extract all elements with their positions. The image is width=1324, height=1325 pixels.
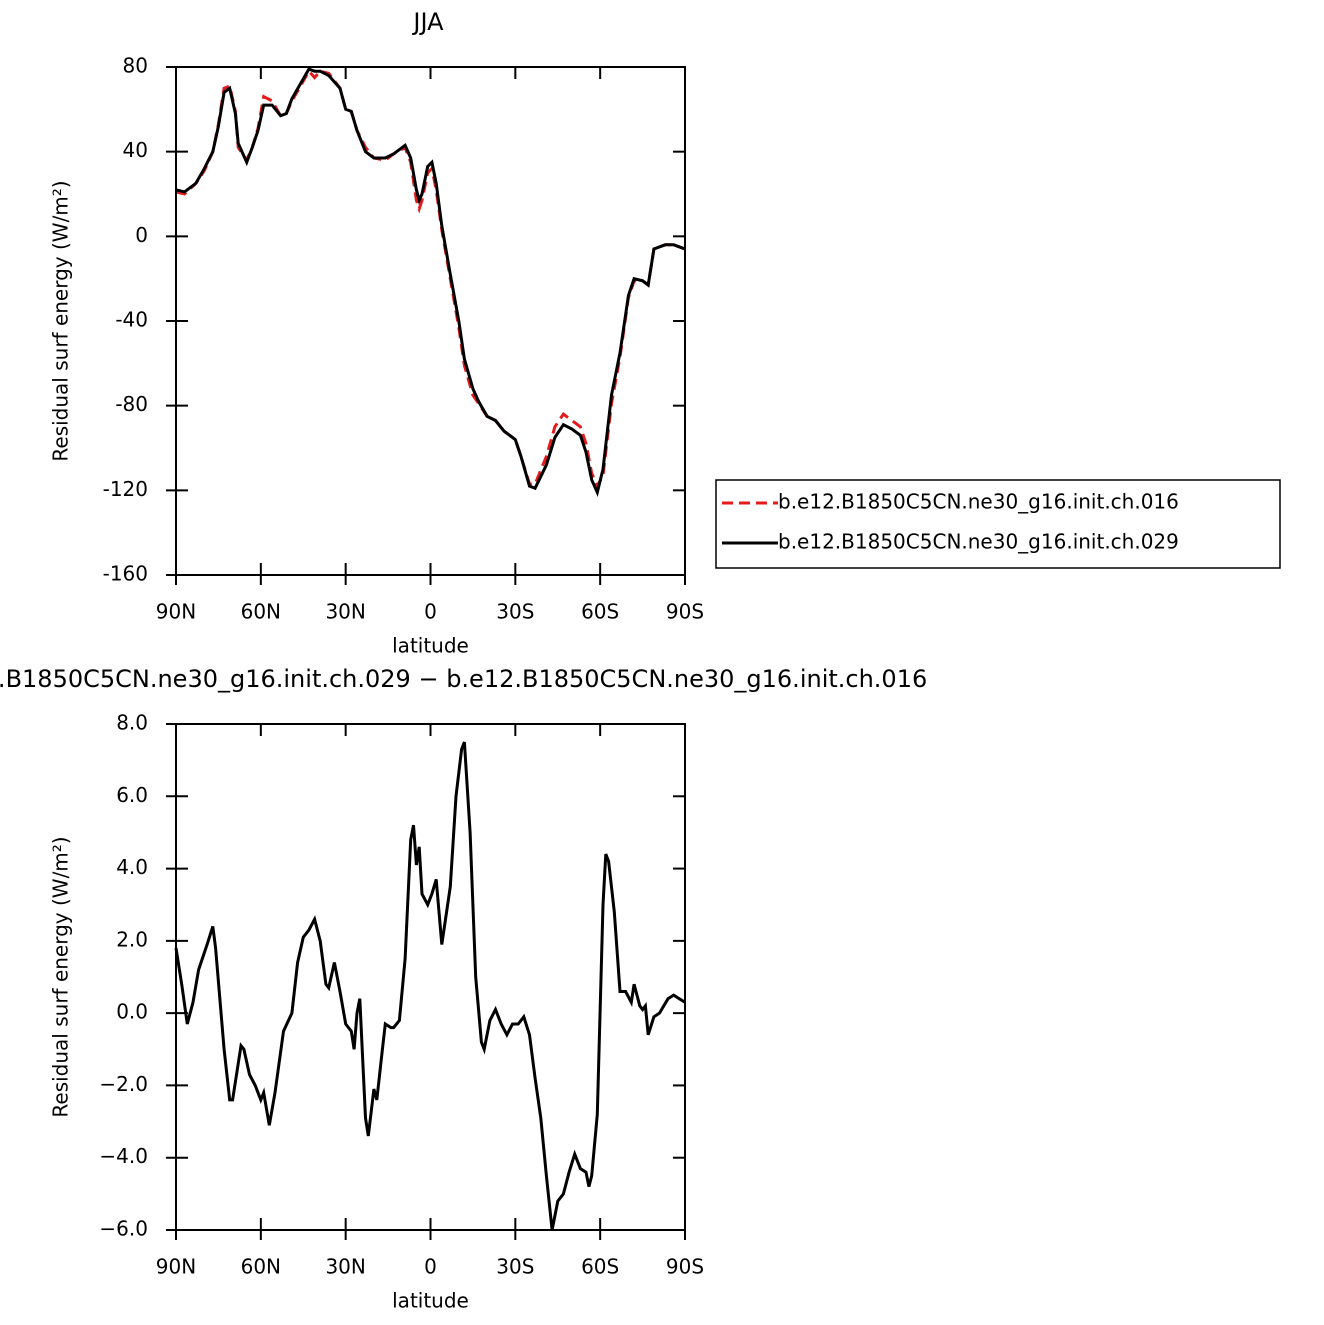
y-tick-label: -160 [103, 562, 148, 586]
x-tick-label: 90N [156, 1255, 196, 1279]
x-tick-label: 60S [581, 1255, 619, 1279]
y-axis-label: Residual surf energy (W/m²) [49, 180, 73, 461]
x-tick-label: 0 [424, 1255, 437, 1279]
x-axis-label: latitude [392, 634, 469, 658]
y-tick-label: 4.0 [116, 855, 148, 879]
x-tick-label: 60N [241, 600, 281, 624]
plot-frame [175, 66, 686, 576]
x-tick-label: 30N [325, 600, 365, 624]
x-tick-label: 30S [496, 1255, 534, 1279]
data-line [175, 68, 686, 490]
y-tick-label: 6.0 [116, 783, 148, 807]
y-tick-label: −2.0 [99, 1072, 148, 1096]
plot-frame [175, 723, 686, 1231]
x-tick-label: 0 [424, 600, 437, 624]
y-tick-label: 80 [123, 54, 148, 78]
y-tick-label: -120 [103, 477, 148, 501]
y-tick-label: 40 [123, 138, 148, 162]
x-tick-label: 30N [325, 1255, 365, 1279]
y-tick-label: 0 [135, 223, 148, 247]
legend-label: b.e12.B1850C5CN.ne30_g16.init.ch.029 [778, 530, 1179, 554]
legend-label: b.e12.B1850C5CN.ne30_g16.init.ch.016 [778, 490, 1179, 514]
y-tick-label: -40 [115, 308, 148, 332]
y-tick-label: -80 [115, 392, 148, 416]
x-tick-label: 90N [156, 600, 196, 624]
x-tick-label: 60N [241, 1255, 281, 1279]
data-line [175, 67, 686, 498]
y-tick-label: 2.0 [116, 927, 148, 951]
legend-box [715, 479, 1281, 569]
chart-title: JJA [411, 8, 444, 36]
chart-title: b.e12.B1850C5CN.ne30_g16.init.ch.029 − b… [0, 665, 927, 693]
data-line [174, 741, 686, 1231]
x-tick-label: 90S [666, 1255, 704, 1279]
x-tick-label: 60S [581, 600, 619, 624]
y-tick-label: −4.0 [99, 1144, 148, 1168]
x-tick-label: 90S [666, 600, 704, 624]
y-tick-label: −6.0 [99, 1217, 148, 1241]
y-tick-label: 0.0 [116, 1000, 148, 1024]
x-tick-label: 30S [496, 600, 534, 624]
y-tick-label: 8.0 [116, 711, 148, 735]
x-axis-label: latitude [392, 1289, 469, 1313]
y-axis-label: Residual surf energy (W/m²) [49, 836, 73, 1117]
